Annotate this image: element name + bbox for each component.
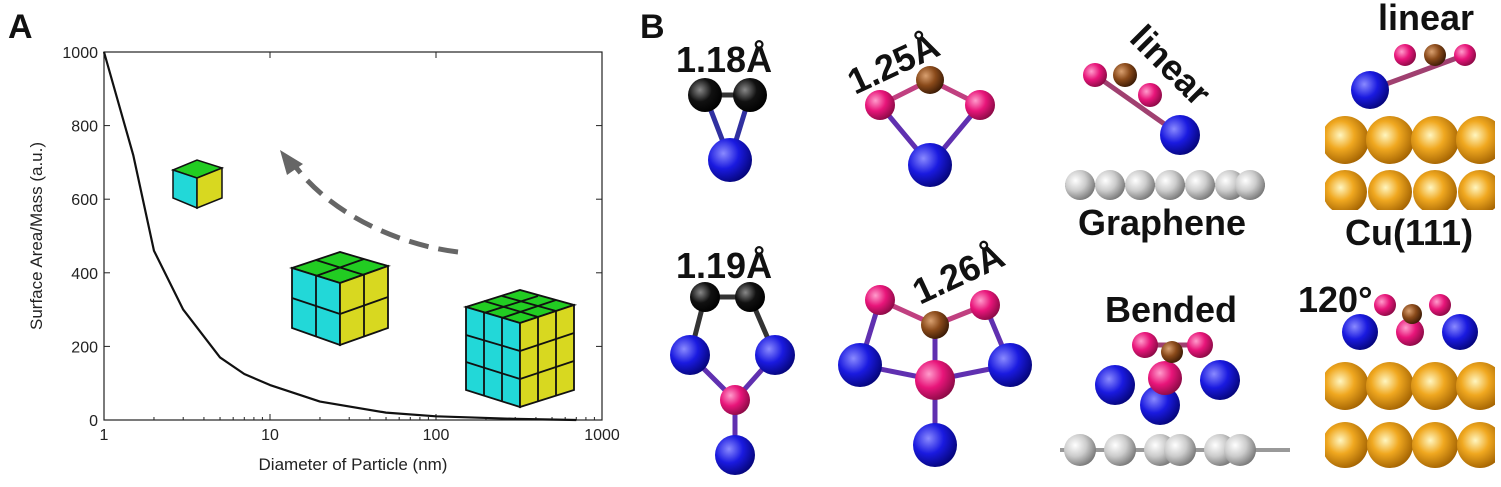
bond-length: 1.18Å [676,39,772,80]
y-tick-label: 1000 [62,45,98,62]
y-axis-label: Surface Area/Mass (a.u.) [27,142,46,330]
bond-length: 1.19Å [676,245,772,286]
y-tick-label: 0 [89,413,98,430]
arrow-head [280,150,303,175]
structure-label: linear [1378,0,1474,38]
structure-label: Cu(111) [1345,212,1473,253]
cube-large [462,289,578,409]
chart: 0 200 400 600 800 1000 1 10 100 1000 Diameter of P… [27,45,620,474]
structure-label: linear [1122,17,1219,114]
y-tick-label: 600 [71,192,98,209]
x-tick-label: 1000 [584,427,620,444]
molecules [670,44,1495,475]
y-tick-label: 200 [71,339,98,356]
x-tick-label: 100 [423,427,450,444]
cube-medium [289,251,391,347]
data-line [102,51,577,422]
plot-frame [103,51,603,421]
y-tick-label: 400 [71,266,98,283]
x-tick-label: 1 [100,427,109,444]
cube-small [170,159,225,210]
panel-label: A [8,8,33,46]
x-axis-label: Diameter of Particle (nm) [259,455,448,474]
x-tick-label: 10 [261,427,279,444]
structure-label: Bended [1105,289,1237,330]
structure-label: Graphene [1078,202,1246,243]
arrow [289,160,459,255]
structure-label: 120° [1298,279,1372,320]
panel-label: B [640,8,665,46]
y-tick-label: 800 [71,119,98,136]
